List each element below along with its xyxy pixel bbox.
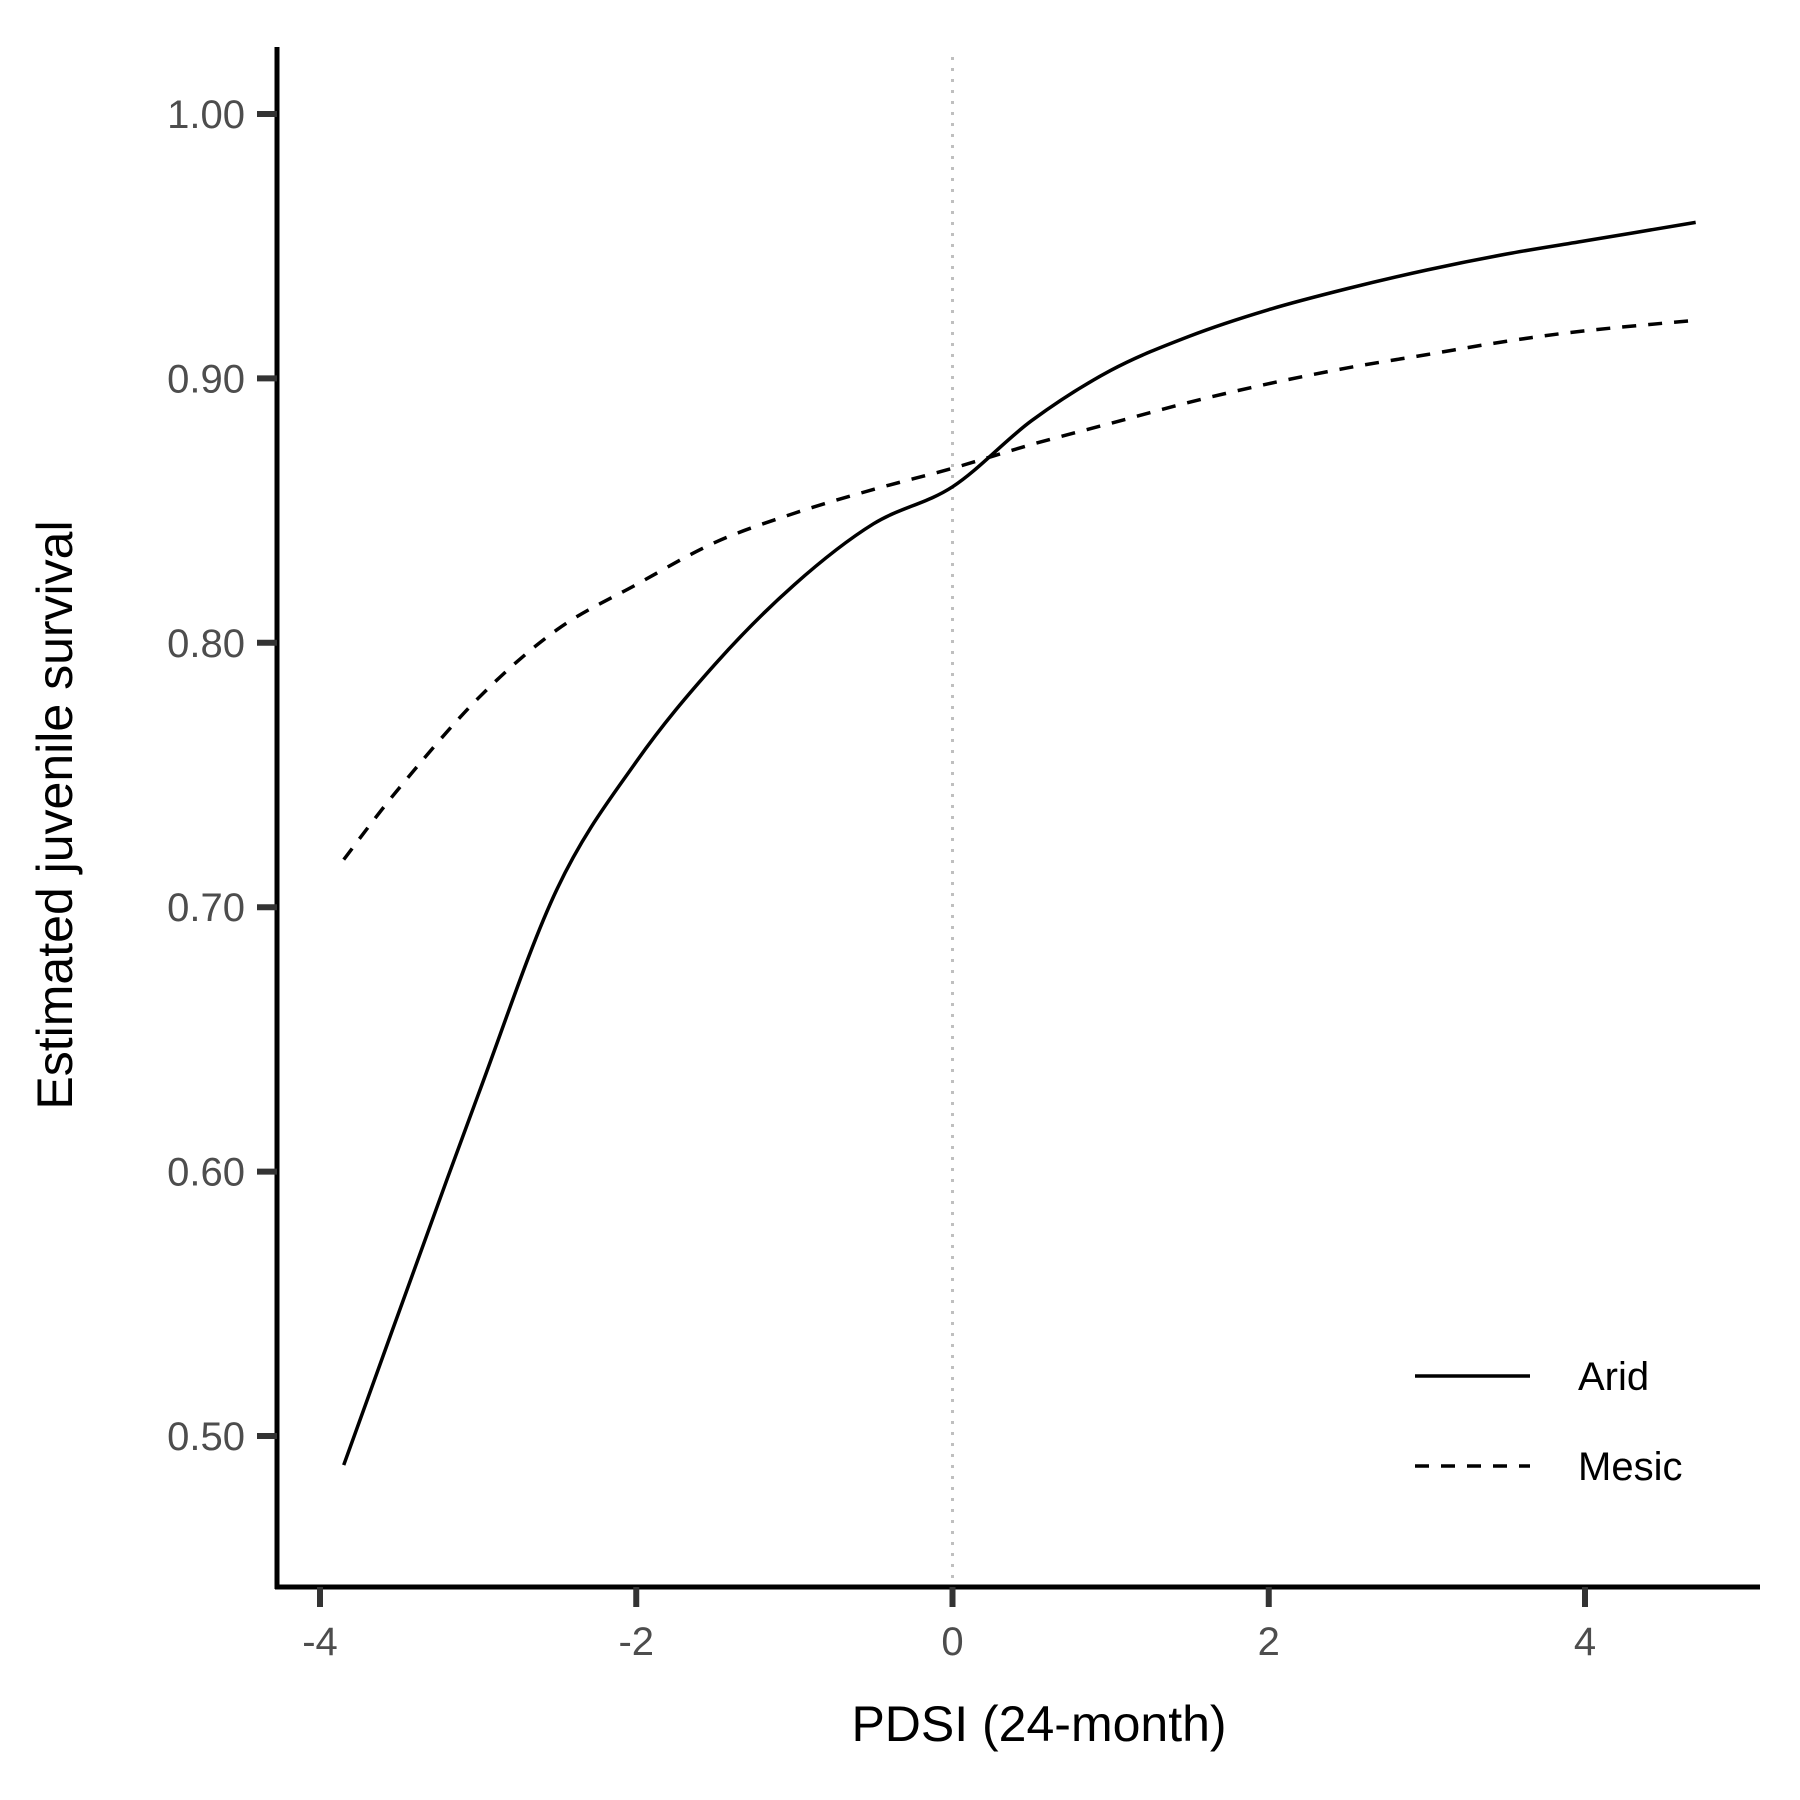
x-tick-label: -4 [302,1620,338,1664]
y-tick-label: 0.70 [167,886,245,930]
series-group [342,220,1696,1466]
series-line-arid [342,220,1696,1466]
legend: Arid Mesic [1415,1355,1682,1489]
series-line-mesic [342,318,1696,861]
y-tick-label: 0.90 [167,357,245,401]
legend-label-mesic: Mesic [1578,1445,1682,1489]
y-tick-label: 0.50 [167,1415,245,1459]
x-ticks-group: -4 -2 0 2 4 [302,1587,1596,1664]
y-tick-label: 0.60 [167,1151,245,1195]
y-tick-label: 0.80 [167,622,245,666]
axes-group [274,47,1760,1590]
x-axis-title: PDSI (24-month) [851,1696,1226,1752]
x-tick-label: 2 [1258,1620,1280,1664]
x-tick-label: -2 [618,1620,654,1664]
x-tick-label: 0 [941,1620,963,1664]
legend-label-arid: Arid [1578,1355,1649,1399]
x-tick-label: 4 [1574,1620,1596,1664]
y-tick-label: 1.00 [167,93,245,137]
y-axis-title: Estimated juvenile survival [27,520,83,1109]
y-ticks-group: 0.50 0.60 0.70 0.80 0.90 1.00 [167,93,277,1459]
